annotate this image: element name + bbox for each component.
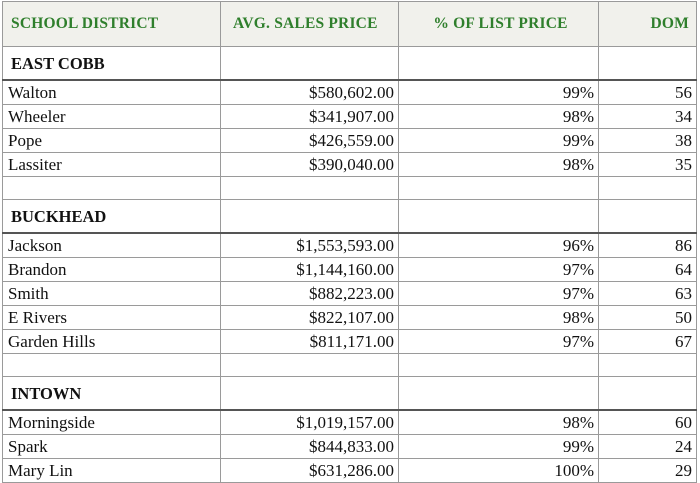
empty-cell	[220, 46, 399, 81]
empty-cell	[598, 176, 697, 200]
empty-cell	[2, 353, 221, 377]
district-cell: Wheeler	[2, 104, 221, 129]
table-row: Wheeler $341,907.00 98% 34	[2, 104, 697, 129]
section-header-row: BUCKHEAD	[2, 199, 697, 234]
header-dom: DOM	[598, 1, 697, 47]
table-row: Jackson $1,553,593.00 96% 86	[2, 232, 697, 258]
empty-cell	[220, 353, 399, 377]
empty-cell	[598, 199, 697, 234]
empty-cell	[398, 353, 599, 377]
dom-cell: 35	[598, 152, 697, 177]
section-title-intown: INTOWN	[2, 376, 221, 411]
table-row: Walton $580,602.00 99% 56	[2, 79, 697, 105]
empty-cell	[220, 199, 399, 234]
table-body: EAST COBB Walton $580,602.00 99% 56 Whee…	[2, 46, 697, 483]
list-percent-cell: 96%	[398, 232, 599, 258]
dom-cell: 60	[598, 409, 697, 435]
district-cell: Jackson	[2, 232, 221, 258]
dom-cell: 86	[598, 232, 697, 258]
list-percent-cell: 99%	[398, 434, 599, 459]
avg-price-cell: $1,553,593.00	[220, 232, 399, 258]
empty-cell	[598, 376, 697, 411]
header-row: SCHOOL DISTRICT AVG. SALES PRICE % OF LI…	[2, 1, 697, 47]
empty-cell	[220, 376, 399, 411]
empty-cell	[398, 376, 599, 411]
dom-cell: 64	[598, 257, 697, 282]
district-cell: Spark	[2, 434, 221, 459]
section-title-east-cobb: EAST COBB	[2, 46, 221, 81]
district-cell: Brandon	[2, 257, 221, 282]
table-row: Pope $426,559.00 99% 38	[2, 128, 697, 153]
empty-cell	[598, 353, 697, 377]
table-header: SCHOOL DISTRICT AVG. SALES PRICE % OF LI…	[2, 1, 697, 47]
dom-cell: 34	[598, 104, 697, 129]
district-cell: Morningside	[2, 409, 221, 435]
header-avg-sales-price: AVG. SALES PRICE	[220, 1, 399, 47]
list-percent-cell: 98%	[398, 305, 599, 330]
header-school-district: SCHOOL DISTRICT	[2, 1, 221, 47]
avg-price-cell: $390,040.00	[220, 152, 399, 177]
list-percent-cell: 98%	[398, 152, 599, 177]
empty-cell	[598, 46, 697, 81]
district-cell: Mary Lin	[2, 458, 221, 483]
avg-price-cell: $426,559.00	[220, 128, 399, 153]
dom-cell: 24	[598, 434, 697, 459]
dom-cell: 38	[598, 128, 697, 153]
table-row: Garden Hills $811,171.00 97% 67	[2, 329, 697, 354]
empty-cell	[398, 199, 599, 234]
avg-price-cell: $882,223.00	[220, 281, 399, 306]
avg-price-cell: $631,286.00	[220, 458, 399, 483]
list-percent-cell: 100%	[398, 458, 599, 483]
district-cell: Pope	[2, 128, 221, 153]
table-row: Morningside $1,019,157.00 98% 60	[2, 409, 697, 435]
list-percent-cell: 98%	[398, 409, 599, 435]
district-cell: Garden Hills	[2, 329, 221, 354]
list-percent-cell: 97%	[398, 329, 599, 354]
dom-cell: 29	[598, 458, 697, 483]
empty-cell	[398, 176, 599, 200]
avg-price-cell: $341,907.00	[220, 104, 399, 129]
section-header-row: INTOWN	[2, 376, 697, 411]
empty-cell	[220, 176, 399, 200]
list-percent-cell: 99%	[398, 79, 599, 105]
list-percent-cell: 98%	[398, 104, 599, 129]
avg-price-cell: $811,171.00	[220, 329, 399, 354]
district-cell: Smith	[2, 281, 221, 306]
dom-cell: 63	[598, 281, 697, 306]
district-cell: Walton	[2, 79, 221, 105]
section-header-row: EAST COBB	[2, 46, 697, 81]
avg-price-cell: $844,833.00	[220, 434, 399, 459]
spacer-row	[2, 176, 697, 200]
avg-price-cell: $1,144,160.00	[220, 257, 399, 282]
dom-cell: 67	[598, 329, 697, 354]
header-percent-of-list-price: % OF LIST PRICE	[398, 1, 599, 47]
avg-price-cell: $580,602.00	[220, 79, 399, 105]
avg-price-cell: $1,019,157.00	[220, 409, 399, 435]
list-percent-cell: 97%	[398, 281, 599, 306]
dom-cell: 50	[598, 305, 697, 330]
spacer-row	[2, 353, 697, 377]
section-title-buckhead: BUCKHEAD	[2, 199, 221, 234]
table-row: Mary Lin $631,286.00 100% 29	[2, 458, 697, 483]
dom-cell: 56	[598, 79, 697, 105]
empty-cell	[398, 46, 599, 81]
empty-cell	[2, 176, 221, 200]
district-cell: Lassiter	[2, 152, 221, 177]
table-row: Smith $882,223.00 97% 63	[2, 281, 697, 306]
avg-price-cell: $822,107.00	[220, 305, 399, 330]
table-row: Spark $844,833.00 99% 24	[2, 434, 697, 459]
list-percent-cell: 99%	[398, 128, 599, 153]
table-row: E Rivers $822,107.00 98% 50	[2, 305, 697, 330]
table-row: Brandon $1,144,160.00 97% 64	[2, 257, 697, 282]
district-cell: E Rivers	[2, 305, 221, 330]
table-row: Lassiter $390,040.00 98% 35	[2, 152, 697, 177]
list-percent-cell: 97%	[398, 257, 599, 282]
